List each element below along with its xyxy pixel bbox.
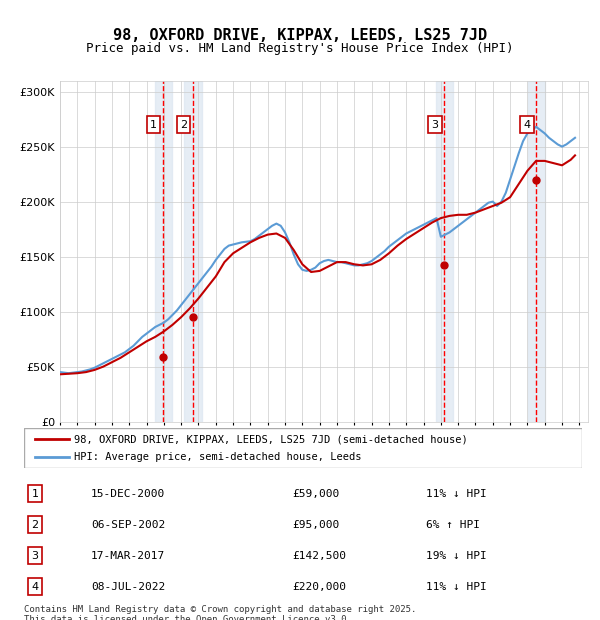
Text: 4: 4: [523, 120, 530, 130]
Text: HPI: Average price, semi-detached house, Leeds: HPI: Average price, semi-detached house,…: [74, 452, 362, 462]
Text: £142,500: £142,500: [292, 551, 346, 560]
Text: 1: 1: [150, 120, 157, 130]
Text: 3: 3: [32, 551, 38, 560]
Text: 15-DEC-2000: 15-DEC-2000: [91, 489, 165, 498]
Text: 08-JUL-2022: 08-JUL-2022: [91, 582, 165, 591]
Text: £95,000: £95,000: [292, 520, 339, 529]
Text: 2: 2: [32, 520, 39, 529]
Text: 06-SEP-2002: 06-SEP-2002: [91, 520, 165, 529]
Text: 11% ↓ HPI: 11% ↓ HPI: [426, 489, 487, 498]
FancyBboxPatch shape: [24, 428, 582, 468]
Text: Contains HM Land Registry data © Crown copyright and database right 2025.
This d: Contains HM Land Registry data © Crown c…: [24, 604, 416, 620]
Text: Price paid vs. HM Land Registry's House Price Index (HPI): Price paid vs. HM Land Registry's House …: [86, 42, 514, 55]
Text: £220,000: £220,000: [292, 582, 346, 591]
Text: 1: 1: [32, 489, 38, 498]
Text: 6% ↑ HPI: 6% ↑ HPI: [426, 520, 480, 529]
Bar: [155, 81, 172, 422]
Text: 2: 2: [180, 120, 187, 130]
Text: 11% ↓ HPI: 11% ↓ HPI: [426, 582, 487, 591]
Text: £59,000: £59,000: [292, 489, 339, 498]
Text: 19% ↓ HPI: 19% ↓ HPI: [426, 551, 487, 560]
Text: 4: 4: [32, 582, 39, 591]
Bar: [436, 81, 453, 422]
Bar: [184, 81, 202, 422]
Bar: [528, 81, 545, 422]
Text: 98, OXFORD DRIVE, KIPPAX, LEEDS, LS25 7JD (semi-detached house): 98, OXFORD DRIVE, KIPPAX, LEEDS, LS25 7J…: [74, 434, 468, 444]
Text: 17-MAR-2017: 17-MAR-2017: [91, 551, 165, 560]
Text: 3: 3: [431, 120, 439, 130]
Text: 98, OXFORD DRIVE, KIPPAX, LEEDS, LS25 7JD: 98, OXFORD DRIVE, KIPPAX, LEEDS, LS25 7J…: [113, 28, 487, 43]
